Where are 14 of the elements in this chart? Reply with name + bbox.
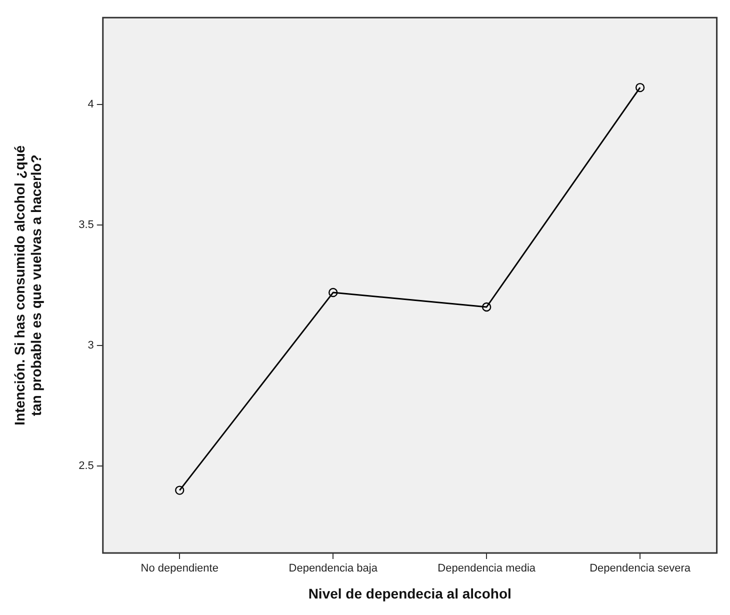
- x-tick-label: No dependiente: [140, 562, 218, 575]
- y-tick-label: 4: [88, 98, 94, 110]
- point: [482, 302, 492, 312]
- point: [635, 82, 645, 92]
- y-tick-label: 3.5: [78, 219, 94, 232]
- x-axis-title: Nivel de dependecia al alcohol: [308, 585, 512, 602]
- point: [175, 486, 184, 495]
- x-tick-label: Dependencia baja: [288, 562, 378, 575]
- y-axis-title: Intención. Si has consumido alcohol ¿qué tan probable es que vuelvas a hacerlo?: [11, 145, 44, 426]
- x-tick-label: Dependencia severa: [590, 562, 692, 575]
- y-tick-label: 3: [88, 340, 94, 352]
- x-tick-label: Dependencia media: [438, 562, 536, 575]
- point: [328, 288, 338, 298]
- y-tick-label: 2.5: [78, 460, 94, 472]
